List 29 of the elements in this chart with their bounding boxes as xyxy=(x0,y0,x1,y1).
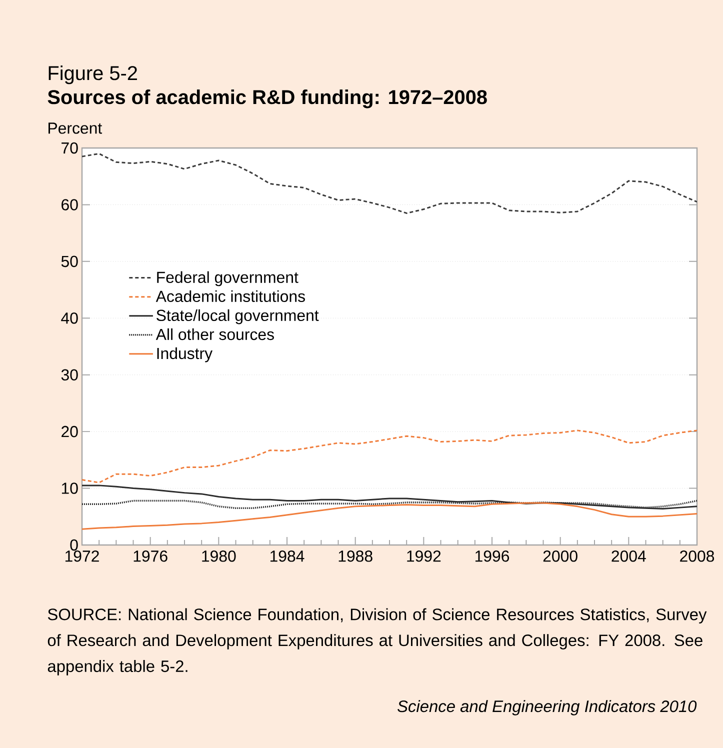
y-tick-label: 70 xyxy=(62,142,78,154)
x-tick-label: 1972 xyxy=(65,550,99,562)
source-note: SOURCE: National Science Foundation, Division of Science Resources Statistics, Survey of Research and Development Expenditures at Universities and Colleges: FY 2008. See appendix table 5-2. xyxy=(48,608,707,676)
y-tick-label: 30 xyxy=(61,369,78,380)
y-tick-label: 0 xyxy=(70,539,78,551)
x-tick-label: 2004 xyxy=(612,550,646,562)
x-tick-label: 1988 xyxy=(338,550,372,562)
text: Science and Engineering Indicators 2010 xyxy=(398,700,697,716)
legend-label: State/local government xyxy=(156,309,319,324)
x-tick-label: 2000 xyxy=(543,550,578,562)
legend-label: Federal government xyxy=(157,271,298,286)
y-tick-label: 10 xyxy=(62,482,78,494)
legend-label: Academic institutions xyxy=(156,290,305,302)
y-axis-title: Percent xyxy=(48,122,102,134)
legend-label: All other sources xyxy=(156,328,274,340)
y-tick-label: 40 xyxy=(61,312,78,324)
chart-title: Figure 5-2 xyxy=(48,66,137,84)
x-tick-label: 1984 xyxy=(270,550,304,562)
x-tick-label: 1996 xyxy=(475,550,510,562)
y-tick-label: 20 xyxy=(62,426,78,438)
y-tick-label: 50 xyxy=(61,256,78,268)
x-tick-label: 1992 xyxy=(407,550,441,562)
chart-subtitle: Sources of academic R&D funding: 1972–2008 xyxy=(48,90,487,108)
line-series xyxy=(82,430,697,484)
x-tick-label: 1980 xyxy=(202,550,236,562)
legend-label: Industry xyxy=(157,347,213,362)
x-tick-label: 2008 xyxy=(680,550,714,562)
y-tick-label: 60 xyxy=(62,199,78,210)
x-tick-label: 1976 xyxy=(134,550,168,562)
